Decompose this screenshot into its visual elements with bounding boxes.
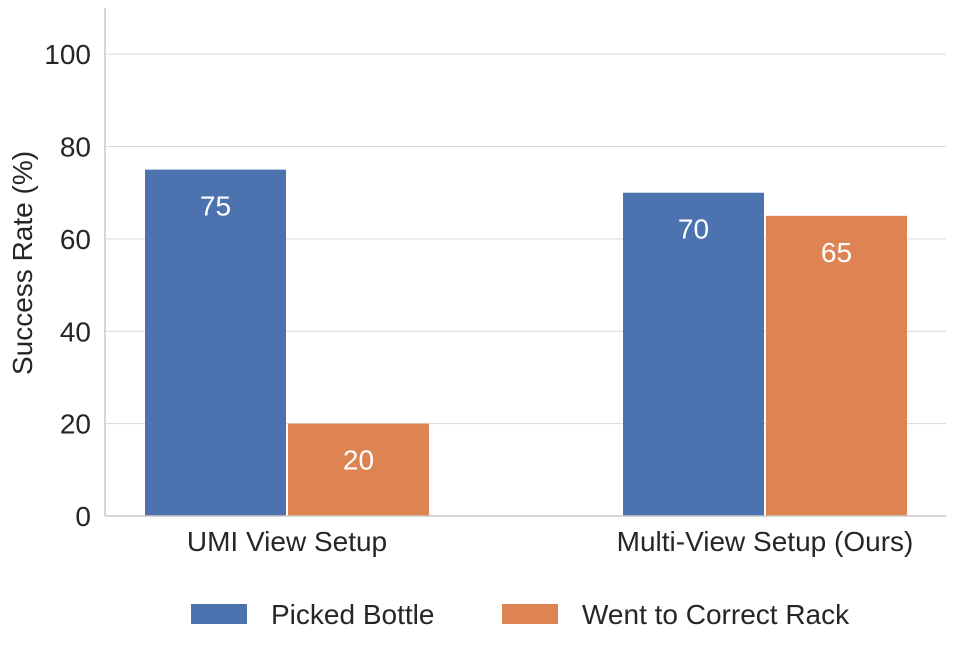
legend-item: Went to Correct Rack xyxy=(502,599,850,630)
legend-label: Picked Bottle xyxy=(271,599,434,630)
bar-value-label: 20 xyxy=(343,445,374,476)
y-tick-label: 40 xyxy=(60,316,91,347)
y-tick-label: 20 xyxy=(60,409,91,440)
bar-correct-rack xyxy=(766,215,907,516)
legend-item: Picked Bottle xyxy=(191,599,434,630)
y-tick-label: 100 xyxy=(44,39,91,70)
bar-picked-bottle xyxy=(623,192,764,516)
bars: 75 20 70 65 xyxy=(145,169,907,517)
bar-value-label: 65 xyxy=(821,237,852,268)
axes xyxy=(104,8,946,517)
legend-swatch xyxy=(191,604,247,624)
y-tick-label: 60 xyxy=(60,224,91,255)
bar-value-label: 75 xyxy=(200,191,231,222)
bar-correct-rack xyxy=(288,423,429,516)
legend-swatch xyxy=(502,604,558,624)
y-tick-labels: 0 20 40 60 80 100 xyxy=(44,39,91,532)
bar-value-label: 70 xyxy=(678,214,709,245)
legend: Picked Bottle Went to Correct Rack xyxy=(191,599,850,630)
y-axis-title: Success Rate (%) xyxy=(7,151,38,375)
x-category-labels: UMI View Setup Multi-View Setup (Ours) xyxy=(187,526,913,557)
bar-picked-bottle xyxy=(145,169,286,517)
x-category-label: Multi-View Setup (Ours) xyxy=(617,526,914,557)
x-category-label: UMI View Setup xyxy=(187,526,387,557)
y-tick-label: 0 xyxy=(75,501,91,532)
y-tick-label: 80 xyxy=(60,132,91,163)
legend-label: Went to Correct Rack xyxy=(582,599,850,630)
